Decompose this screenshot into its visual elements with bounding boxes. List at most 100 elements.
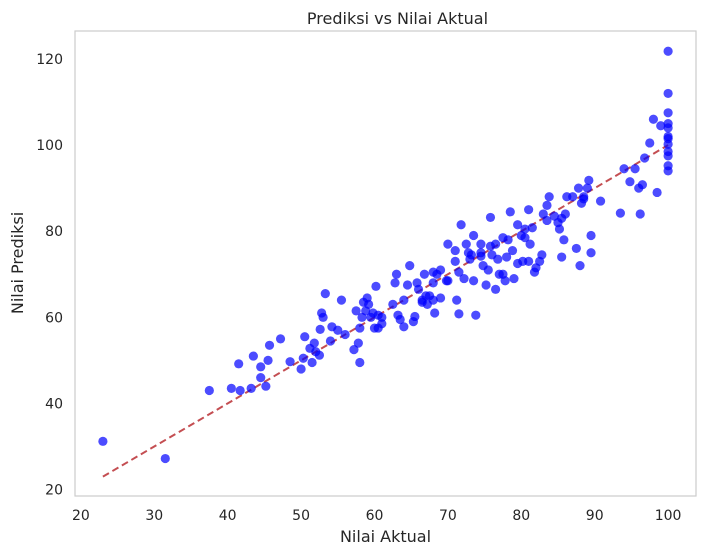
data-point	[573, 183, 584, 193]
data-point	[491, 284, 501, 294]
data-point	[456, 220, 466, 230]
data-point	[586, 248, 596, 258]
data-point	[491, 239, 501, 249]
data-point	[325, 336, 336, 346]
data-point	[468, 276, 479, 286]
data-point	[663, 118, 673, 129]
data-point	[435, 265, 446, 275]
y-tick-label: 80	[45, 224, 63, 240]
data-point	[300, 332, 310, 342]
data-point	[663, 131, 673, 142]
data-point	[452, 295, 462, 305]
data-point	[399, 295, 409, 305]
data-point	[509, 273, 519, 284]
data-point	[285, 357, 295, 367]
data-point	[246, 383, 256, 393]
data-point	[560, 209, 570, 219]
data-point	[513, 220, 523, 230]
data-point	[493, 254, 503, 264]
data-point	[349, 345, 359, 355]
data-point	[275, 334, 286, 344]
data-point	[466, 250, 476, 260]
data-points	[98, 46, 673, 464]
data-point	[524, 256, 534, 266]
data-point	[204, 385, 214, 396]
data-point	[595, 196, 606, 206]
data-point	[663, 46, 673, 56]
data-point	[575, 261, 585, 271]
data-point	[476, 239, 486, 249]
data-point	[630, 164, 640, 174]
data-point	[502, 252, 512, 262]
x-tick-label: 20	[72, 508, 90, 524]
y-axis-label: Nilai Prediksi	[8, 212, 27, 314]
data-point	[471, 310, 481, 320]
data-point	[307, 357, 317, 368]
data-point	[351, 306, 361, 316]
data-point	[298, 353, 308, 363]
data-point	[586, 230, 596, 241]
y-tick-label: 60	[45, 310, 63, 326]
data-point	[399, 322, 409, 332]
data-point	[226, 383, 236, 393]
data-point	[340, 329, 350, 340]
data-point	[353, 338, 363, 348]
y-tick-labels: 20 40 60 80 100 120	[36, 52, 63, 499]
data-point	[619, 164, 629, 174]
data-point	[527, 223, 537, 233]
data-point	[264, 340, 275, 350]
x-tick-label: 30	[145, 508, 163, 524]
data-point	[160, 453, 170, 464]
data-point	[663, 161, 673, 171]
y-tick-label: 20	[45, 483, 63, 499]
data-point	[640, 153, 650, 163]
data-point	[459, 273, 469, 284]
data-point	[364, 299, 374, 310]
chart-title: Prediksi vs Nilai Aktual	[307, 9, 488, 28]
data-point	[554, 224, 565, 234]
data-point	[428, 278, 438, 288]
data-point	[454, 309, 464, 319]
data-point	[450, 256, 460, 266]
data-point	[355, 323, 365, 333]
data-point	[410, 311, 420, 322]
data-point	[314, 350, 325, 360]
y-tick-label: 40	[45, 396, 63, 412]
data-point	[645, 138, 655, 148]
data-point	[377, 319, 387, 329]
data-point	[559, 235, 569, 245]
data-point	[355, 357, 365, 368]
data-point	[542, 215, 552, 226]
data-point	[544, 192, 554, 202]
x-tick-label: 60	[366, 508, 384, 524]
data-point	[520, 224, 530, 234]
data-point	[537, 250, 547, 260]
x-tick-label: 80	[512, 508, 530, 524]
data-point	[635, 209, 645, 219]
data-point	[256, 362, 266, 372]
data-point	[428, 295, 438, 305]
data-point	[405, 261, 415, 271]
data-point	[395, 314, 405, 325]
data-point	[454, 267, 464, 277]
data-point	[524, 205, 534, 215]
data-point	[542, 200, 552, 210]
y-tick-label: 100	[36, 138, 63, 154]
data-point	[320, 289, 330, 299]
data-point	[419, 269, 430, 279]
data-point	[584, 175, 594, 186]
x-axis-label: Nilai Aktual	[340, 527, 431, 546]
data-point	[234, 359, 244, 369]
data-point	[402, 280, 413, 290]
data-point	[505, 207, 515, 217]
data-point	[571, 243, 581, 254]
data-point	[443, 239, 453, 249]
data-point	[309, 338, 319, 348]
data-point	[248, 351, 258, 361]
data-point	[468, 230, 479, 241]
data-point	[450, 245, 460, 256]
data-point	[296, 364, 306, 374]
data-point	[656, 121, 666, 131]
data-point	[461, 239, 471, 249]
data-point	[261, 381, 271, 391]
